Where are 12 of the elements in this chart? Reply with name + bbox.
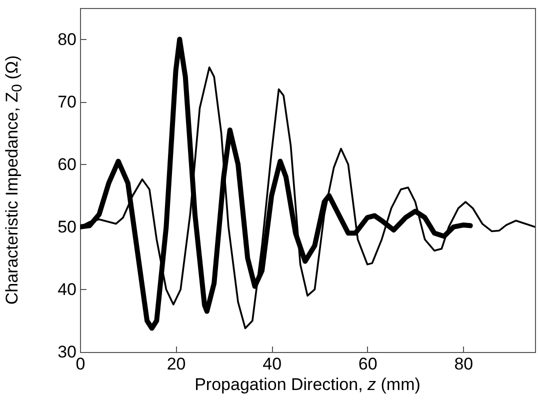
y-tick-label: 40 [58,280,76,299]
x-tick-label: 40 [262,354,282,374]
y-tick-label: 30 [58,342,76,362]
y-tick-label: 80 [58,30,76,49]
y-tick-label: 70 [58,92,76,112]
x-tick-label: 60 [358,354,378,374]
x-axis-title: Propagation Direction, z (mm) [194,375,422,395]
x-tick-label: 80 [454,354,474,374]
x-tick-label: 20 [166,354,186,374]
y-tick-label: 60 [58,154,76,174]
y-tick-label: 50 [58,217,76,236]
x-tick-label: 0 [76,354,86,374]
